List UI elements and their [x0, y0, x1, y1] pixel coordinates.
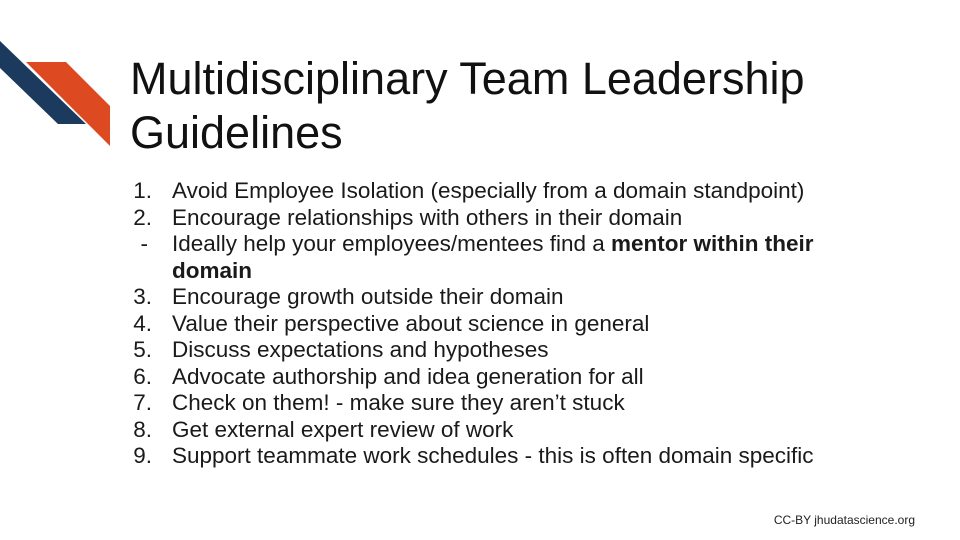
list-item-text: Get external expert review of work: [172, 416, 514, 442]
license-footer: CC-BY jhudatascience.org: [773, 513, 915, 527]
list-marker: 4.: [133, 310, 152, 336]
list-item-text-prefix: Ideally help your employees/mentees find…: [172, 231, 612, 256]
list-item-text: Ideally help your employees/mentees find…: [148, 231, 880, 284]
list-item-text: Encourage growth outside their domain: [172, 284, 564, 309]
list-item: 4. Value their perspective about science…: [120, 311, 880, 338]
list-marker: 6.: [133, 363, 152, 389]
list-item: 1. Avoid Employee Isolation (especially …: [120, 178, 880, 205]
list-item-text: Discuss expectations and hypotheses: [172, 337, 549, 362]
list-marker: 3.: [133, 284, 152, 309]
list-item-text: Support teammate work schedules - this i…: [172, 443, 814, 468]
list-item: 7. Check on them! - make sure they aren’…: [120, 390, 880, 417]
guidelines-list: 1. Avoid Employee Isolation (especially …: [120, 178, 880, 470]
list-item-text-bold: mentor within their domain: [172, 231, 814, 283]
title-line-2: Guidelines: [130, 107, 343, 158]
title-line-1: Multidisciplinary Team Leadership: [130, 53, 805, 104]
list-marker: 1.: [133, 178, 152, 203]
list-item-text: Check on them! - make sure they aren’t s…: [172, 390, 625, 415]
list-marker: 9.: [133, 443, 152, 468]
list-item-text: Value their perspective about science in…: [172, 310, 650, 336]
list-marker: 7.: [133, 390, 152, 415]
list-item-text: Avoid Employee Isolation (especially fro…: [172, 178, 805, 203]
list-marker: 5.: [133, 337, 152, 362]
list-item-text: Advocate authorship and idea generation …: [172, 363, 644, 389]
list-item-text: Encourage relationships with others in t…: [172, 204, 683, 230]
logo-orange-stripe: [26, 62, 110, 146]
list-marker: 2.: [133, 204, 152, 230]
page-title: Multidisciplinary Team Leadership Guidel…: [130, 52, 940, 160]
list-item: 9. Support teammate work schedules - thi…: [120, 443, 880, 470]
list-marker: 8.: [133, 416, 152, 442]
logo-stripes: [0, 41, 110, 146]
list-item: 5. Discuss expectations and hypotheses: [120, 337, 880, 364]
list-item: 2. Encourage relationships with others i…: [120, 205, 880, 232]
list-marker: -: [140, 231, 149, 256]
list-item: 6. Advocate authorship and idea generati…: [120, 364, 880, 391]
list-item: - Ideally help your employees/mentees fi…: [120, 231, 880, 284]
list-item: 3. Encourage growth outside their domain: [120, 284, 880, 311]
list-item: 8. Get external expert review of work: [120, 417, 880, 444]
logo-navy-stripe: [0, 41, 86, 124]
